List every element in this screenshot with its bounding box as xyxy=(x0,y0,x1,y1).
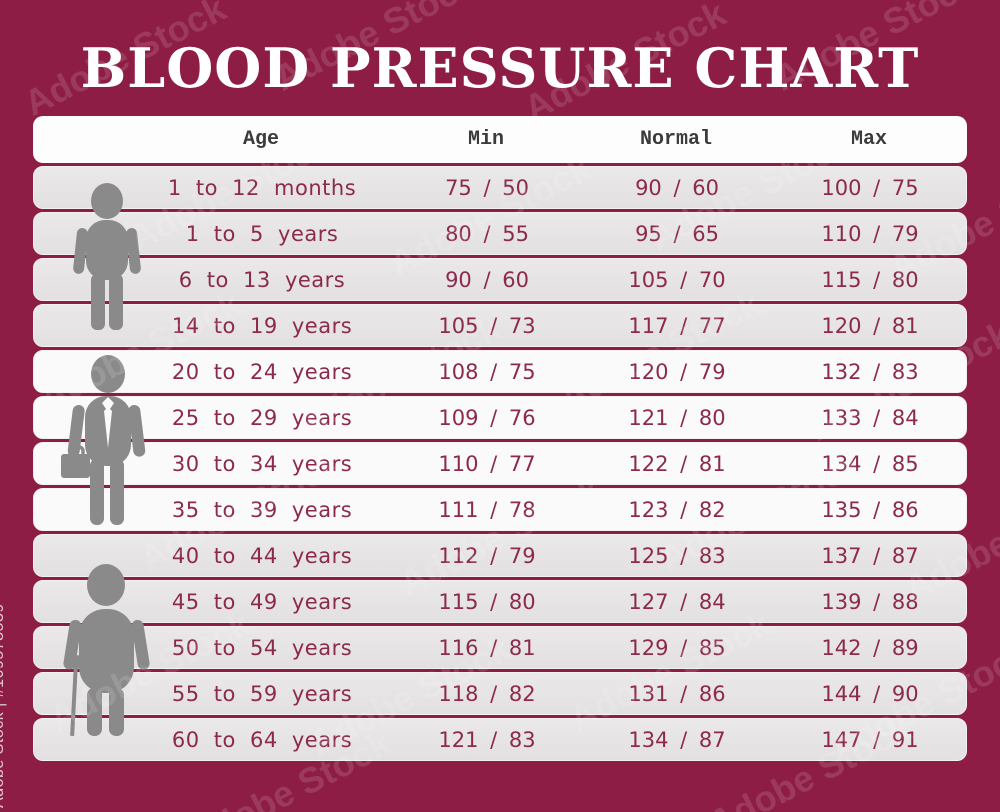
age-cell: 30 to 34 years xyxy=(171,451,353,476)
min-cell: 111 / 78 xyxy=(438,497,536,522)
normal-cell: 123 / 82 xyxy=(628,497,726,522)
min-cell: 75 / 50 xyxy=(445,175,529,200)
normal-cell: 90 / 60 xyxy=(635,175,719,200)
age-cell: 25 to 29 years xyxy=(171,405,353,430)
column-header-age: Age xyxy=(242,128,279,151)
child-figure-icon xyxy=(72,182,142,332)
age-cell: 20 to 24 years xyxy=(171,359,353,384)
max-cell: 110 / 79 xyxy=(821,221,919,246)
normal-cell: 117 / 77 xyxy=(628,313,726,338)
min-cell: 115 / 80 xyxy=(438,589,536,614)
column-header-min: Min xyxy=(467,128,504,151)
table-row: 6 to 13 years 90 / 60 105 / 70 115 / 80 xyxy=(33,258,967,301)
max-cell: 115 / 80 xyxy=(821,267,919,292)
normal-cell: 122 / 81 xyxy=(628,451,726,476)
age-cell: 1 to 12 months xyxy=(167,175,357,200)
normal-cell: 127 / 84 xyxy=(628,589,726,614)
age-cell: 14 to 19 years xyxy=(171,313,353,338)
blood-pressure-table: Age Min Normal Max 1 to 12 months 75 / 5… xyxy=(33,116,967,764)
max-cell: 142 / 89 xyxy=(821,635,919,660)
age-cell: 35 to 39 years xyxy=(171,497,353,522)
min-cell: 108 / 75 xyxy=(438,359,536,384)
min-cell: 109 / 76 xyxy=(438,405,536,430)
table-row: 35 to 39 years 111 / 78 123 / 82 135 / 8… xyxy=(33,488,967,531)
normal-cell: 121 / 80 xyxy=(628,405,726,430)
table-row: 60 to 64 years 121 / 83 134 / 87 147 / 9… xyxy=(33,718,967,761)
max-cell: 135 / 86 xyxy=(821,497,919,522)
age-cell: 45 to 49 years xyxy=(171,589,353,614)
table-row: 1 to 12 months 75 / 50 90 / 60 100 / 75 xyxy=(33,166,967,209)
normal-cell: 129 / 85 xyxy=(628,635,726,660)
age-cell: 1 to 5 years xyxy=(185,221,339,246)
businessman-figure-icon xyxy=(59,353,154,528)
min-cell: 118 / 82 xyxy=(438,681,536,706)
max-cell: 100 / 75 xyxy=(821,175,919,200)
max-cell: 134 / 85 xyxy=(821,451,919,476)
page-title: BLOOD PRESSURE CHART xyxy=(80,36,920,100)
age-cell: 55 to 59 years xyxy=(171,681,353,706)
min-cell: 116 / 81 xyxy=(438,635,536,660)
table-row: 1 to 5 years 80 / 55 95 / 65 110 / 79 xyxy=(33,212,967,255)
normal-cell: 105 / 70 xyxy=(628,267,726,292)
stock-id-watermark: Adobe Stock | #109578539 xyxy=(0,603,7,808)
age-cell: 60 to 64 years xyxy=(171,727,353,752)
table-row: 20 to 24 years 108 / 75 120 / 79 132 / 8… xyxy=(33,350,967,393)
table-row: 55 to 59 years 118 / 82 131 / 86 144 / 9… xyxy=(33,672,967,715)
min-cell: 105 / 73 xyxy=(438,313,536,338)
normal-cell: 120 / 79 xyxy=(628,359,726,384)
max-cell: 144 / 90 xyxy=(821,681,919,706)
min-cell: 110 / 77 xyxy=(438,451,536,476)
max-cell: 132 / 83 xyxy=(821,359,919,384)
age-cell: 50 to 54 years xyxy=(171,635,353,660)
table-header-row: Age Min Normal Max xyxy=(33,116,967,163)
max-cell: 139 / 88 xyxy=(821,589,919,614)
table-row: 40 to 44 years 112 / 79 125 / 83 137 / 8… xyxy=(33,534,967,577)
age-cell: 6 to 13 years xyxy=(178,267,346,292)
column-header-max: Max xyxy=(850,128,887,151)
min-cell: 121 / 83 xyxy=(438,727,536,752)
age-cell: 40 to 44 years xyxy=(171,543,353,568)
table-row: 25 to 29 years 109 / 76 121 / 80 133 / 8… xyxy=(33,396,967,439)
max-cell: 137 / 87 xyxy=(821,543,919,568)
max-cell: 133 / 84 xyxy=(821,405,919,430)
table-body: 1 to 12 months 75 / 50 90 / 60 100 / 75 … xyxy=(33,166,967,761)
min-cell: 112 / 79 xyxy=(438,543,536,568)
table-row: 45 to 49 years 115 / 80 127 / 84 139 / 8… xyxy=(33,580,967,623)
normal-cell: 95 / 65 xyxy=(635,221,719,246)
min-cell: 90 / 60 xyxy=(445,267,529,292)
column-header-normal: Normal xyxy=(639,128,712,151)
table-row: 30 to 34 years 110 / 77 122 / 81 134 / 8… xyxy=(33,442,967,485)
elderly-figure-icon xyxy=(49,562,154,742)
table-row: 50 to 54 years 116 / 81 129 / 85 142 / 8… xyxy=(33,626,967,669)
min-cell: 80 / 55 xyxy=(445,221,529,246)
table-row: 14 to 19 years 105 / 73 117 / 77 120 / 8… xyxy=(33,304,967,347)
normal-cell: 134 / 87 xyxy=(628,727,726,752)
max-cell: 120 / 81 xyxy=(821,313,919,338)
normal-cell: 131 / 86 xyxy=(628,681,726,706)
normal-cell: 125 / 83 xyxy=(628,543,726,568)
max-cell: 147 / 91 xyxy=(821,727,919,752)
